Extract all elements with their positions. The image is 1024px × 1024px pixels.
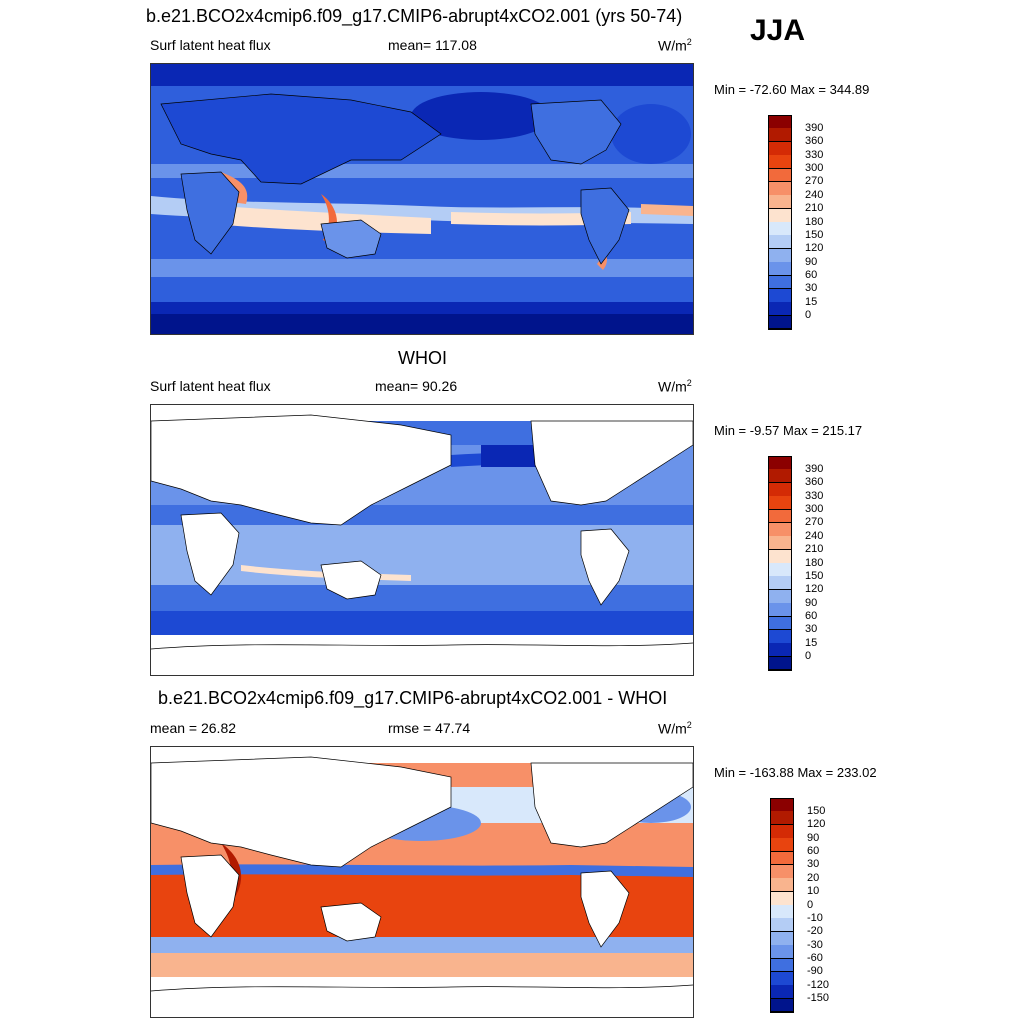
- colorbar-tick-label: 120: [807, 818, 826, 831]
- colorbar-tick-label: -150: [807, 992, 830, 1005]
- season-label: JJA: [750, 14, 806, 47]
- panel3-minmax: Min = -163.88 Max = 233.02: [714, 765, 877, 780]
- colorbar-tick-label: 0: [805, 650, 812, 663]
- colorbar-tick-label: 30: [805, 623, 818, 636]
- panel2-title: WHOI: [398, 348, 447, 368]
- colorbar-tick-label: 0: [807, 898, 814, 911]
- colorbar-tick-label: 90: [807, 831, 820, 844]
- panel2-variable-label: Surf latent heat flux: [150, 378, 271, 394]
- panel2-mean-label: mean= 90.26: [375, 378, 458, 394]
- panel1-variable-label: Surf latent heat flux: [150, 37, 271, 53]
- colorbar-tick-label: -120: [807, 978, 830, 991]
- panel2-colorbar: 390 360 330 300 270 240 210 180 150 120 90 60 30 15 0: [768, 456, 828, 671]
- colorbar-tick-label: 270: [805, 175, 824, 188]
- panel1-colorbar: 390 360 330 300 270 240 210 180 150 120 90 60 30 15 0: [768, 115, 828, 330]
- colorbar-tick-label: 15: [805, 295, 818, 308]
- colorbar-tick-label: 150: [805, 569, 824, 582]
- panel1-minmax: Min = -72.60 Max = 344.89: [714, 82, 870, 97]
- colorbar-swatch: [768, 656, 792, 671]
- colorbar-tick-label: 360: [805, 476, 824, 489]
- colorbar-tick-label: 210: [805, 202, 824, 215]
- colorbar-tick-label: 30: [807, 858, 820, 871]
- panel3-units: W/m2: [658, 720, 692, 737]
- colorbar-tick-label: 120: [805, 583, 824, 596]
- colorbar-tick-label: 20: [807, 871, 820, 884]
- panel3-colorbar: 150 120 90 60 30 20 10 0 -10 -20 -30 -60 -90 -120 -150: [770, 798, 830, 1013]
- panel2-units: W/m2: [658, 378, 692, 395]
- colorbar-tick-label: 90: [805, 255, 818, 268]
- colorbar-tick-label: 240: [805, 188, 824, 201]
- colorbar-tick-label: 150: [805, 228, 824, 241]
- colorbar-tick-label: 90: [805, 596, 818, 609]
- colorbar-tick-label: -90: [807, 965, 823, 978]
- colorbar-tick-label: 180: [805, 215, 824, 228]
- colorbar-tick-label: 0: [805, 309, 812, 322]
- colorbar-tick-label: 10: [807, 885, 820, 898]
- colorbar-tick-label: 330: [805, 489, 824, 502]
- colorbar-tick-label: 210: [805, 543, 824, 556]
- colorbar-tick-label: 60: [805, 610, 818, 622]
- panel1-mean-label: mean= 117.08: [388, 37, 477, 53]
- colorbar-tick-label: 150: [807, 804, 826, 817]
- panel3-mean-label: mean = 26.82: [150, 720, 237, 736]
- colorbar-tick-label: -10: [807, 911, 823, 924]
- colorbar-tick-label: 270: [805, 516, 824, 529]
- colorbar-tick-label: 180: [805, 556, 824, 569]
- panel1-map: [150, 63, 694, 335]
- colorbar-swatch: [770, 998, 794, 1013]
- panel3-title: b.e21.BCO2x4cmip6.f09_g17.CMIP6-abrupt4x…: [158, 688, 668, 708]
- colorbar-tick-label: -20: [807, 925, 823, 938]
- colorbar-tick-label: 390: [805, 121, 824, 134]
- colorbar-tick-label: 360: [805, 135, 824, 148]
- panel1-units: W/m2: [658, 37, 692, 54]
- colorbar-tick-label: 330: [805, 148, 824, 161]
- colorbar-tick-label: 120: [805, 242, 824, 255]
- panel3-map: [150, 746, 694, 1018]
- colorbar-tick-label: 240: [805, 529, 824, 542]
- colorbar-tick-label: 60: [807, 845, 820, 857]
- panel3-rmse-label: rmse = 47.74: [388, 720, 471, 736]
- colorbar-tick-label: 300: [805, 162, 824, 174]
- panel2-minmax: Min = -9.57 Max = 215.17: [714, 423, 863, 438]
- panel1-title: b.e21.BCO2x4cmip6.f09_g17.CMIP6-abrupt4x…: [146, 6, 683, 26]
- colorbar-swatch: [768, 315, 792, 330]
- colorbar-tick-label: 30: [805, 282, 818, 295]
- panel2-map: [150, 404, 694, 676]
- colorbar-tick-label: 15: [805, 636, 818, 649]
- colorbar-tick-label: 390: [805, 462, 824, 475]
- colorbar-tick-label: 300: [805, 503, 824, 515]
- colorbar-tick-label: -60: [807, 952, 823, 964]
- colorbar-tick-label: 60: [805, 269, 818, 281]
- colorbar-tick-label: -30: [807, 938, 823, 951]
